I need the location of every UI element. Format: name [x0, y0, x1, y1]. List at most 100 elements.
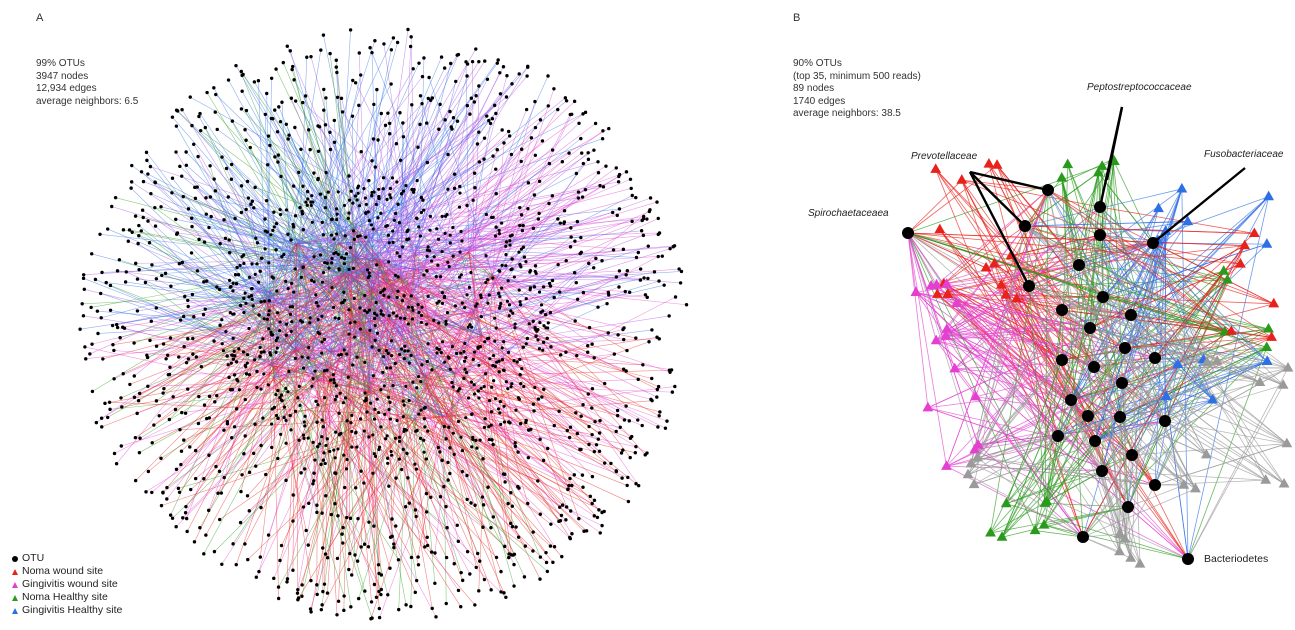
otu-node [284, 478, 288, 483]
otu-node [519, 213, 524, 217]
otu-node [359, 73, 363, 77]
otu-node [332, 140, 337, 144]
otu-node [473, 186, 477, 190]
sample-triangle [1172, 358, 1184, 368]
otu-node [323, 461, 327, 466]
otu-node [484, 212, 489, 217]
otu-node [471, 357, 475, 362]
otu-node [133, 478, 138, 483]
otu-node [335, 232, 339, 236]
otu-node [425, 543, 430, 548]
otu-node [178, 427, 182, 432]
otu-node [278, 208, 282, 212]
otu-node [162, 386, 166, 391]
otu-node [391, 229, 395, 233]
otu-node [318, 253, 323, 257]
otu-node [226, 363, 230, 367]
otu-node [309, 578, 313, 583]
otu-node [597, 449, 602, 453]
otu-node [226, 78, 231, 82]
otu-node [460, 578, 465, 583]
otu-hub-node [1094, 229, 1106, 241]
noma-healthy-triangle-icon [12, 594, 18, 601]
otu-node [477, 396, 481, 400]
otu-node [512, 562, 516, 567]
otu-node [622, 337, 626, 342]
otu-node [280, 254, 284, 259]
sample-triangle [985, 526, 996, 537]
otu-node [245, 361, 249, 365]
otu-node [575, 219, 580, 224]
otu-node [494, 192, 498, 196]
sample-triangle [1190, 482, 1201, 493]
otu-node [328, 449, 332, 453]
otu-node [326, 190, 330, 194]
otu-node [296, 587, 300, 592]
otu-node [196, 421, 201, 426]
otu-node [389, 196, 393, 200]
otu-node [129, 186, 133, 190]
otu-node [491, 215, 495, 219]
otu-node [622, 418, 627, 422]
otu-node [247, 326, 251, 331]
otu-node [232, 373, 237, 377]
otu-node [375, 263, 379, 267]
otu-node [458, 184, 462, 189]
otu-node [292, 78, 296, 82]
otu-node [291, 519, 295, 523]
otu-node [202, 552, 206, 556]
otu-node [286, 232, 290, 236]
otu-node [341, 525, 345, 530]
sample-triangle [1225, 325, 1237, 335]
otu-node [483, 417, 487, 421]
otu-node [350, 114, 355, 118]
otu-node [301, 433, 306, 437]
otu-node [567, 151, 571, 155]
otu-node [285, 44, 289, 48]
otu-node [552, 423, 556, 428]
otu-node [312, 471, 316, 475]
otu-node [286, 286, 290, 291]
otu-node [459, 351, 463, 355]
otu-node [308, 607, 313, 611]
otu-node [409, 604, 413, 609]
otu-node [394, 476, 398, 480]
otu-node [472, 383, 476, 387]
otu-node [465, 62, 470, 66]
otu-node [364, 235, 368, 239]
otu-node [531, 549, 535, 553]
otu-node [364, 211, 368, 215]
otu-node [180, 260, 185, 265]
otu-node [518, 372, 522, 377]
otu-node [160, 273, 164, 278]
otu-node [444, 555, 449, 560]
otu-node [240, 473, 244, 477]
otu-hub-node [1119, 342, 1131, 354]
otu-node [614, 429, 618, 434]
otu-node [236, 379, 240, 383]
otu-node [306, 436, 310, 440]
otu-node [520, 228, 525, 233]
otu-node [401, 135, 406, 139]
otu-node [584, 529, 589, 533]
otu-node [548, 284, 553, 288]
otu-node [464, 416, 468, 420]
otu-node [443, 360, 447, 364]
otu-node [316, 444, 320, 449]
otu-node [392, 545, 396, 550]
otu-node [478, 345, 483, 349]
sample-triangle [922, 401, 934, 412]
otu-node [477, 589, 481, 593]
otu-node [497, 228, 501, 232]
otu-node [389, 354, 394, 358]
otu-node [617, 269, 622, 273]
otu-node [581, 485, 585, 489]
otu-node [572, 473, 576, 477]
otu-node [333, 398, 337, 402]
otu-node [370, 159, 374, 163]
otu-node [627, 419, 631, 423]
otu-node [191, 352, 195, 356]
otu-node [306, 543, 310, 547]
otu-node [460, 469, 465, 474]
otu-node [136, 399, 141, 403]
